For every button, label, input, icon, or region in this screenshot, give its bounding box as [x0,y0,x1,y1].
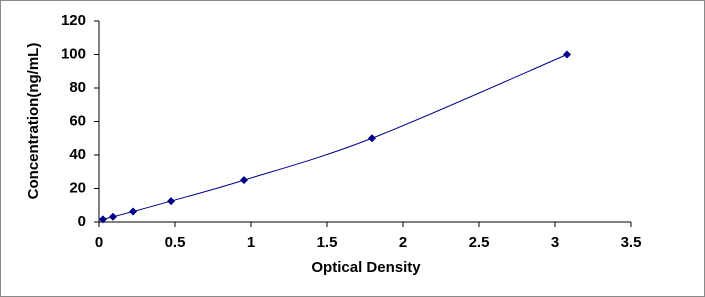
y-tick-label: 100 [61,45,86,62]
x-tick-label: 3 [551,234,559,251]
x-tick-label: 2.5 [469,234,490,251]
x-tick-label: 2 [399,234,407,251]
y-axis-title: Concentration(ng/mL) [25,43,42,200]
data-point [129,207,138,216]
data-point [108,212,117,221]
x-tick-label: 0.5 [165,234,186,251]
x-tick-label: 0 [95,234,103,251]
data-point [563,50,572,59]
y-tick-label: 40 [69,146,86,163]
y-tick-label: 20 [69,179,86,196]
data-point [167,197,176,206]
x-tick-label: 1.5 [317,234,338,251]
data-point [240,176,249,185]
y-tick-label: 120 [61,12,86,29]
y-tick-label: 60 [69,112,86,129]
y-tick-label: 80 [69,79,86,96]
x-tick-label: 1 [247,234,255,251]
x-tick-label: 3.5 [621,234,642,251]
y-tick-label: 0 [78,213,86,230]
data-point [367,134,376,143]
x-axis-title: Optical Density [311,259,421,276]
data-point [98,215,107,224]
